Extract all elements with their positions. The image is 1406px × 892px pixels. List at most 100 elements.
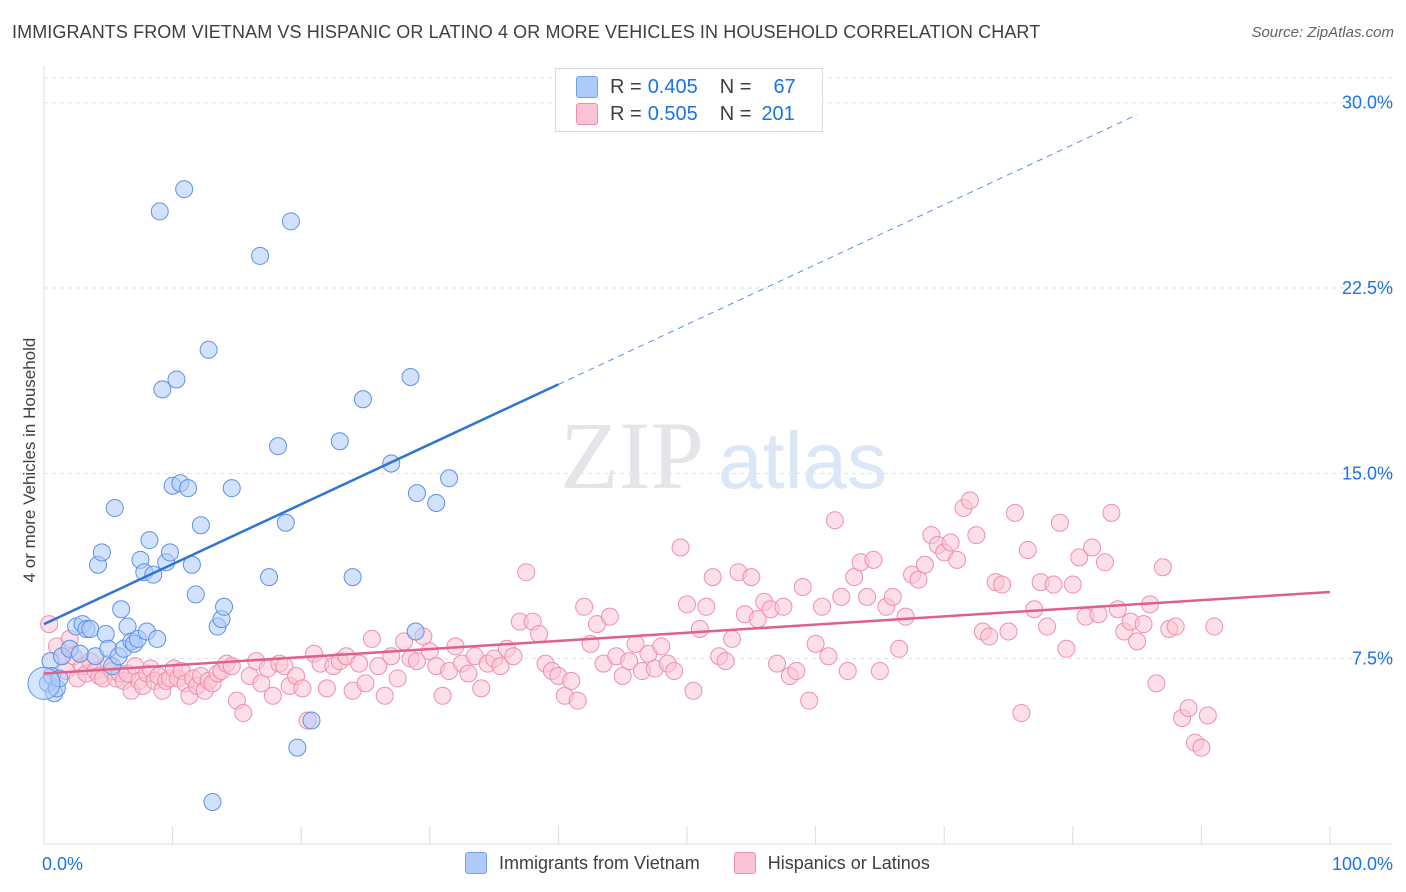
vietnam-point [179,479,198,498]
hispanic-point [723,629,742,648]
legend-item-vietnam[interactable]: Immigrants from Vietnam [465,852,700,874]
hispanic-point [350,654,369,673]
hispanic-point [941,533,960,552]
hispanic-point [652,637,671,656]
hispanic-point [671,538,690,557]
hispanic-point [356,674,375,693]
hispanic-point [1179,699,1198,718]
hispanic-point [883,587,902,606]
hispanic-point [530,624,549,643]
hispanic-point [813,597,832,616]
hispanic-point [562,671,581,690]
source-label: Source: ZipAtlas.com [1251,24,1394,41]
hispanic-point [362,629,381,648]
hispanic-point [1005,503,1024,522]
hispanic-point [472,679,491,698]
hispanic-point [980,627,999,646]
hispanic-point [491,657,510,676]
hispanic-point [697,597,716,616]
watermark-zip: ZIP [560,402,704,509]
r-value: 0.405 [647,75,698,98]
stats-swatch-hispanic [576,103,598,125]
hispanic-point [774,597,793,616]
hispanic-point [1108,600,1127,619]
hispanic-point [690,620,709,639]
hispanic-point [825,511,844,530]
r-label: R = [610,102,642,125]
n-value: 67 [773,75,796,98]
hispanic-point [1134,615,1153,634]
hispanic-point [793,578,812,597]
hispanic-point [909,570,928,589]
hispanic-point [369,657,388,676]
vietnam-point [199,340,218,359]
vietnam-point [96,624,115,643]
hispanic-point [1102,503,1121,522]
hispanic-point [858,587,877,606]
hispanic-point [1205,617,1224,636]
legend-item-hispanic[interactable]: Hispanics or Latinos [733,852,930,874]
vietnam-point [215,597,234,616]
vietnam-point [260,568,279,587]
watermark-atlas: atlas [718,416,887,505]
hispanic-point [600,607,619,626]
hispanic-point [742,568,761,587]
vietnam-point [71,644,90,663]
vietnam-point [427,494,446,513]
vietnam-point [27,666,61,700]
vietnam-point [276,513,295,532]
vietnam-point [191,516,210,535]
hispanic-point [1050,513,1069,532]
y-tick-label: 15.0% [1342,463,1393,483]
hispanic-point [263,686,282,705]
y-tick-label: 22.5% [1342,278,1393,298]
hispanic-point [1128,632,1147,651]
legend-swatch-vietnam [465,852,487,874]
x-tick-label: 100.0% [1332,854,1393,874]
y-tick-label: 7.5% [1352,649,1393,669]
hispanic-point [407,652,426,671]
hispanic-point [620,652,639,671]
hispanic-point [1044,575,1063,594]
r-value: 0.505 [647,102,698,125]
hispanic-point [800,691,819,710]
hispanic-point [375,686,394,705]
y-axis-label: 4 or more Vehicles in Household [20,337,39,583]
hispanic-point [1083,538,1102,557]
vietnam-point [203,792,222,811]
hispanic-point [819,647,838,666]
hispanic-point [948,550,967,569]
vietnam-point [302,711,321,730]
vietnam-point [269,437,288,456]
hispanic-point [504,647,523,666]
vietnam-point [288,738,307,757]
trend-line-vietnam-extension [558,114,1138,385]
vietnam-point [140,531,159,550]
hispanic-point [1166,617,1185,636]
vietnam-point [148,629,167,648]
hispanic-point [293,679,312,698]
axes [43,66,1392,845]
y-tick-label: 30.0% [1342,93,1393,113]
hispanic-point [787,662,806,681]
hispanic-point [1147,674,1166,693]
trend-line-vietnam [43,383,559,626]
vietnam-point [150,202,169,221]
hispanic-point [716,652,735,671]
hispanic-point [845,568,864,587]
legend-label-vietnam: Immigrants from Vietnam [499,852,700,873]
hispanic-point [703,568,722,587]
vietnam-point [440,469,459,488]
hispanic-point [459,664,478,683]
hispanic-point [1038,617,1057,636]
hispanic-point [993,575,1012,594]
hispanic-point [864,550,883,569]
hispanic-point [1012,704,1031,723]
vietnam-point [175,180,194,199]
legend-swatch-hispanic [733,852,756,874]
n-value: 201 [761,102,795,125]
hispanic-point [234,704,253,723]
hispanic-point [890,639,909,658]
n-label: N = [719,75,752,98]
hispanic-point [1057,639,1076,658]
